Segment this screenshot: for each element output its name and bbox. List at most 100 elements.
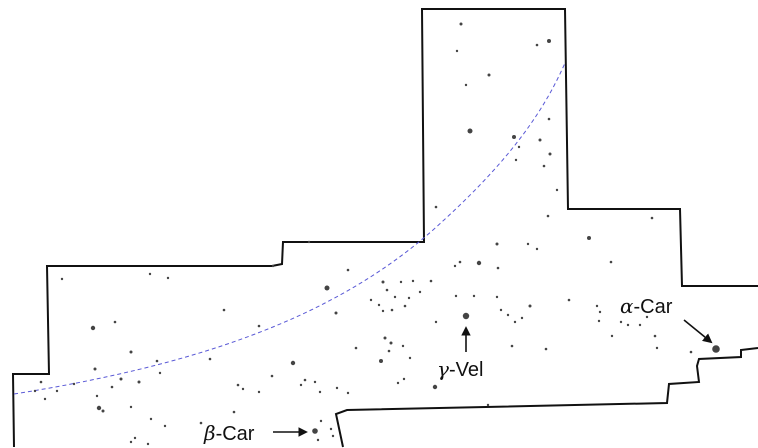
star (236, 383, 240, 387)
star (609, 260, 613, 264)
gamma-greek: γ (437, 357, 449, 381)
star (96, 405, 102, 411)
star (95, 394, 99, 398)
star (547, 39, 551, 43)
star (334, 311, 338, 315)
star (467, 128, 473, 134)
star (329, 427, 333, 431)
svg-text:γ-Vel: γ-Vel (437, 357, 483, 381)
star (538, 138, 542, 142)
star (241, 387, 245, 391)
label-beta-car: β-Car (203, 421, 308, 445)
star (472, 294, 476, 298)
star (55, 389, 59, 393)
star (555, 188, 559, 192)
star (381, 309, 385, 313)
star (458, 260, 462, 264)
star (520, 316, 524, 320)
star (335, 386, 339, 390)
star (354, 346, 358, 350)
star (486, 403, 490, 407)
star (454, 294, 458, 298)
star (495, 295, 499, 299)
star (389, 341, 393, 345)
star (399, 280, 403, 284)
star (495, 242, 499, 246)
star (369, 298, 373, 302)
star (393, 295, 397, 299)
star (133, 436, 137, 440)
star (72, 382, 76, 386)
star (39, 380, 43, 384)
star (455, 49, 459, 53)
star (548, 152, 552, 156)
star (271, 264, 275, 268)
star (43, 397, 47, 401)
star (381, 280, 385, 284)
star (318, 390, 322, 394)
star (93, 367, 97, 371)
star (222, 308, 226, 312)
svg-text:α-Car: α-Car (620, 294, 673, 318)
star (487, 73, 491, 77)
star (303, 378, 307, 382)
star (146, 442, 150, 446)
star (453, 264, 457, 268)
star (567, 298, 571, 302)
star (379, 359, 383, 363)
star (290, 360, 296, 366)
star (166, 276, 170, 280)
star (407, 296, 411, 300)
star (408, 356, 412, 360)
star (324, 285, 330, 291)
star (650, 216, 654, 220)
star (535, 43, 539, 47)
star (129, 440, 133, 444)
star (312, 428, 318, 434)
star (526, 242, 530, 246)
star (429, 279, 433, 283)
star (316, 438, 320, 442)
beta-greek: β (203, 421, 216, 445)
star (499, 308, 503, 312)
star (257, 324, 261, 328)
gamma-name: -Vel (449, 359, 483, 381)
star (208, 357, 212, 361)
star (299, 383, 303, 387)
star (547, 117, 551, 121)
star (33, 389, 37, 393)
star (462, 312, 470, 320)
star (149, 417, 153, 421)
star (257, 390, 261, 394)
ecliptic-curve (13, 62, 566, 395)
star (542, 164, 546, 168)
alpha-name: -Car (634, 296, 673, 318)
star (544, 347, 548, 351)
star (313, 380, 317, 384)
star (331, 434, 335, 438)
star (148, 272, 152, 276)
star (113, 320, 117, 324)
star (377, 303, 381, 307)
label-alpha-car: α-Car (620, 294, 713, 344)
star (155, 359, 159, 363)
star (619, 320, 623, 324)
star (307, 240, 311, 244)
star (712, 345, 720, 353)
star (597, 319, 601, 323)
star (645, 315, 649, 319)
star (418, 290, 422, 294)
star (129, 405, 133, 409)
star (401, 344, 405, 348)
star (434, 320, 438, 324)
star (546, 214, 550, 218)
star (587, 236, 591, 240)
star (610, 334, 614, 338)
star (655, 346, 659, 350)
star (528, 304, 532, 308)
star (476, 260, 482, 266)
star (598, 310, 602, 314)
star (390, 308, 394, 312)
beta-name: -Car (216, 423, 255, 445)
